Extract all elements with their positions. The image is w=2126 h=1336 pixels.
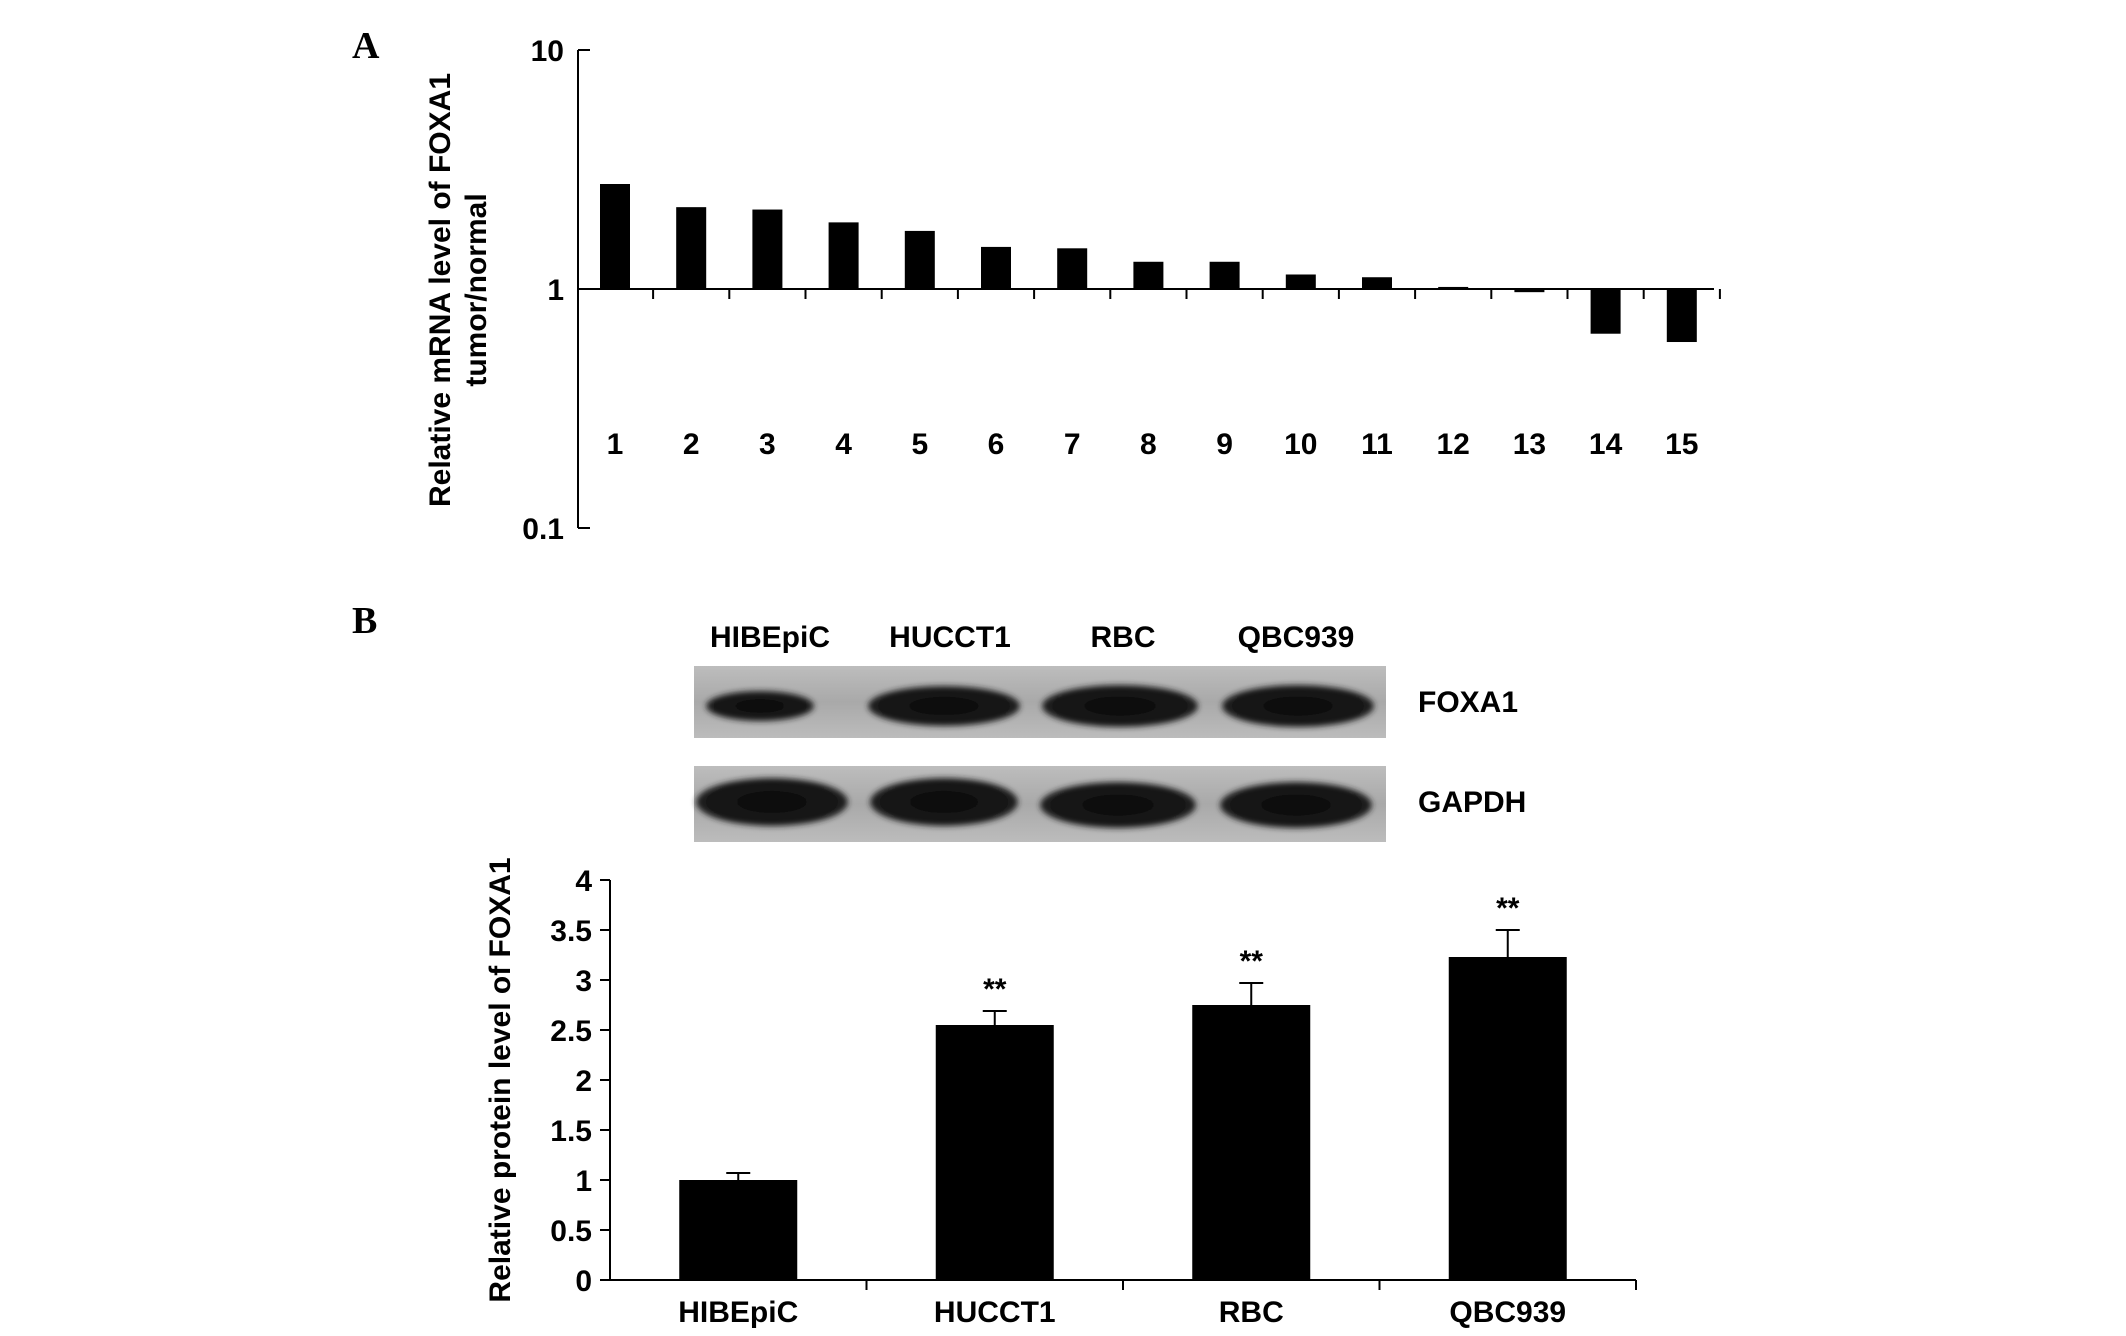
a-bar-6 bbox=[981, 246, 1011, 289]
foxa1-band-qbc939 bbox=[1222, 685, 1374, 727]
a-bar-13 bbox=[1514, 289, 1545, 293]
gapdh-band-rbc bbox=[1040, 782, 1196, 828]
a-bar-7 bbox=[1057, 248, 1088, 289]
a-category-label: 11 bbox=[1361, 428, 1393, 461]
b-y-tick-label: 0.5 bbox=[550, 1215, 592, 1248]
a-y-axis-label: Relative mRNA level of FOXA1 tumor/normal bbox=[424, 73, 493, 507]
b-y-axis-label: Relative protein level of FOXA1 bbox=[484, 857, 517, 1302]
a-category-label: 1 bbox=[607, 428, 624, 461]
a-bar-1 bbox=[600, 183, 630, 289]
a-y-tick-label: 10 bbox=[531, 35, 564, 68]
a-category-label: 14 bbox=[1589, 428, 1623, 461]
a-bar-14 bbox=[1590, 289, 1621, 334]
b-y-tick-label: 1 bbox=[575, 1165, 592, 1198]
western-blot: HIBEpiC HUCCT1 RBC QBC939 FOXA1 GAPDH bbox=[694, 621, 1526, 842]
foxa1-bands bbox=[706, 685, 1374, 727]
b-y-tick-label: 4 bbox=[575, 865, 592, 898]
panel-a-letter: A bbox=[352, 25, 380, 67]
b-category-label: HIBEpiC bbox=[678, 1296, 798, 1329]
foxa1-band-hucct1 bbox=[868, 686, 1020, 726]
blot-lane-label-rbc: RBC bbox=[1091, 621, 1156, 654]
blot-lane-label-hucct1: HUCCT1 bbox=[889, 621, 1011, 654]
a-y-axis-label-line: Relative mRNA level of FOXA1 bbox=[424, 73, 457, 507]
blot-row-label-foxa1: FOXA1 bbox=[1418, 686, 1518, 719]
b-category-label: QBC939 bbox=[1449, 1296, 1566, 1329]
a-bar-12 bbox=[1438, 286, 1469, 289]
a-bar-9 bbox=[1209, 261, 1240, 289]
a-category-label: 9 bbox=[1216, 428, 1233, 461]
panel-b-protein-chart: 0 0.5 1 1.5 2 2.5 3 3.5 4 HIBEpiC ** HUCCT1 ** RBC ** Q… bbox=[484, 857, 1637, 1329]
b-significance-label: ** bbox=[983, 973, 1007, 1006]
a-bar-8 bbox=[1133, 261, 1164, 289]
b-y-tick-label: 2 bbox=[575, 1065, 592, 1098]
a-category-label: 4 bbox=[835, 428, 852, 461]
blot-row-label-gapdh: GAPDH bbox=[1418, 786, 1526, 819]
gapdh-bands bbox=[696, 778, 1372, 828]
blot-lane-label-hibepic: HIBEpiC bbox=[710, 621, 830, 654]
blot-lane-label-qbc939: QBC939 bbox=[1238, 621, 1355, 654]
b-significance-label: ** bbox=[1496, 892, 1520, 925]
foxa1-band-hibepic bbox=[706, 691, 814, 721]
b-bar-hucct1 bbox=[935, 1025, 1054, 1280]
b-y-tick-label: 0 bbox=[575, 1265, 592, 1298]
b-category-label: HUCCT1 bbox=[934, 1296, 1056, 1329]
a-category-label: 13 bbox=[1513, 428, 1546, 461]
a-category-label: 6 bbox=[988, 428, 1005, 461]
a-y-tick-label: 0.1 bbox=[522, 513, 564, 546]
a-bar-15 bbox=[1666, 289, 1697, 343]
a-bar-10 bbox=[1285, 274, 1316, 289]
b-bar-hibepic bbox=[679, 1180, 798, 1280]
b-bar-rbc bbox=[1192, 1005, 1311, 1280]
b-significance-label: ** bbox=[1240, 945, 1264, 978]
a-category-label: 5 bbox=[911, 428, 928, 461]
a-category-label: 15 bbox=[1665, 428, 1698, 461]
a-category-label: 8 bbox=[1140, 428, 1157, 461]
gapdh-band-qbc939 bbox=[1220, 782, 1372, 828]
foxa1-band-rbc bbox=[1042, 685, 1198, 727]
a-bar-3 bbox=[752, 209, 783, 289]
a-category-label: 10 bbox=[1284, 428, 1317, 461]
a-category-label: 12 bbox=[1437, 428, 1470, 461]
b-y-tick-label: 3.5 bbox=[550, 915, 592, 948]
b-category-label: RBC bbox=[1219, 1296, 1284, 1329]
a-category-label: 2 bbox=[683, 428, 700, 461]
a-bar-11 bbox=[1362, 277, 1392, 289]
b-y-tick-label: 1.5 bbox=[550, 1115, 592, 1148]
gapdh-band-hucct1 bbox=[870, 778, 1018, 826]
b-y-tick-label: 3 bbox=[575, 965, 592, 998]
a-bar-2 bbox=[676, 207, 707, 289]
b-bar-qbc939 bbox=[1448, 957, 1567, 1280]
a-category-label: 7 bbox=[1064, 428, 1081, 461]
a-bar-5 bbox=[904, 230, 935, 289]
gapdh-band-hibepic bbox=[696, 778, 848, 826]
a-category-label: 3 bbox=[759, 428, 776, 461]
a-bar-4 bbox=[828, 222, 859, 289]
a-y-axis-label-line: tumor/normal bbox=[460, 193, 493, 386]
a-y-tick-label: 1 bbox=[547, 274, 564, 307]
b-y-tick-label: 2.5 bbox=[550, 1015, 592, 1048]
panel-b-letter: B bbox=[352, 600, 377, 642]
